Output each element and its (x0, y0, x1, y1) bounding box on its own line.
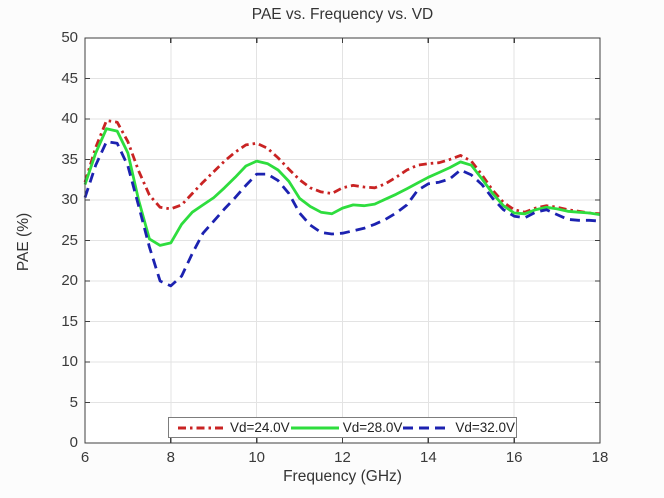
x-tick-label: 18 (591, 449, 609, 466)
x-tick-label: 8 (166, 449, 175, 466)
legend-label-vd28: Vd=28.0V (342, 420, 403, 435)
x-tick-label: 6 (80, 449, 90, 466)
series-line-2 (83, 140, 601, 288)
legend-label-vd24: Vd=24.0V (230, 420, 290, 435)
y-tick-label: 20 (61, 272, 78, 289)
series-line-1 (83, 127, 601, 247)
y-tick-label: 10 (61, 353, 78, 370)
x-axis-label: Frequency (GHz) (283, 468, 402, 485)
y-tick-label: 25 (61, 231, 78, 249)
chart-title: PAE vs. Frequency vs. VD (251, 6, 434, 23)
legend-label-vd32: Vd=32.0V (455, 420, 516, 435)
legend-line-sample-vd28 (290, 426, 339, 429)
y-tick-label: 50 (61, 29, 78, 46)
y-tick-label: 40 (61, 110, 78, 127)
y-tick-label: 35 (61, 150, 78, 168)
y-tick-label: 15 (61, 312, 78, 330)
legend-line-sample-vd32 (403, 426, 452, 429)
legend-entry-vd32: Vd=32.0V (402, 420, 515, 435)
y-axis-label: PAE (%) (15, 212, 32, 272)
grid-lines (85, 38, 600, 443)
legend-entry-vd28: Vd=28.0V (290, 420, 403, 435)
x-tick-label: 14 (419, 449, 437, 466)
y-tick-label: 0 (69, 434, 78, 451)
x-tick-label: 16 (505, 449, 523, 466)
y-tick-label: 45 (61, 69, 78, 87)
legend-line-sample-vd24 (178, 426, 226, 429)
y-tick-label: 30 (61, 191, 78, 208)
legend: Vd=24.0V Vd=28.0V Vd=32.0V (168, 417, 517, 438)
y-tick-label: 5 (69, 393, 78, 411)
x-tick-label: 10 (248, 449, 265, 466)
tick-marks (84, 37, 601, 444)
legend-entry-vd24: Vd=24.0V (177, 420, 290, 435)
x-tick-label: 12 (334, 449, 351, 466)
